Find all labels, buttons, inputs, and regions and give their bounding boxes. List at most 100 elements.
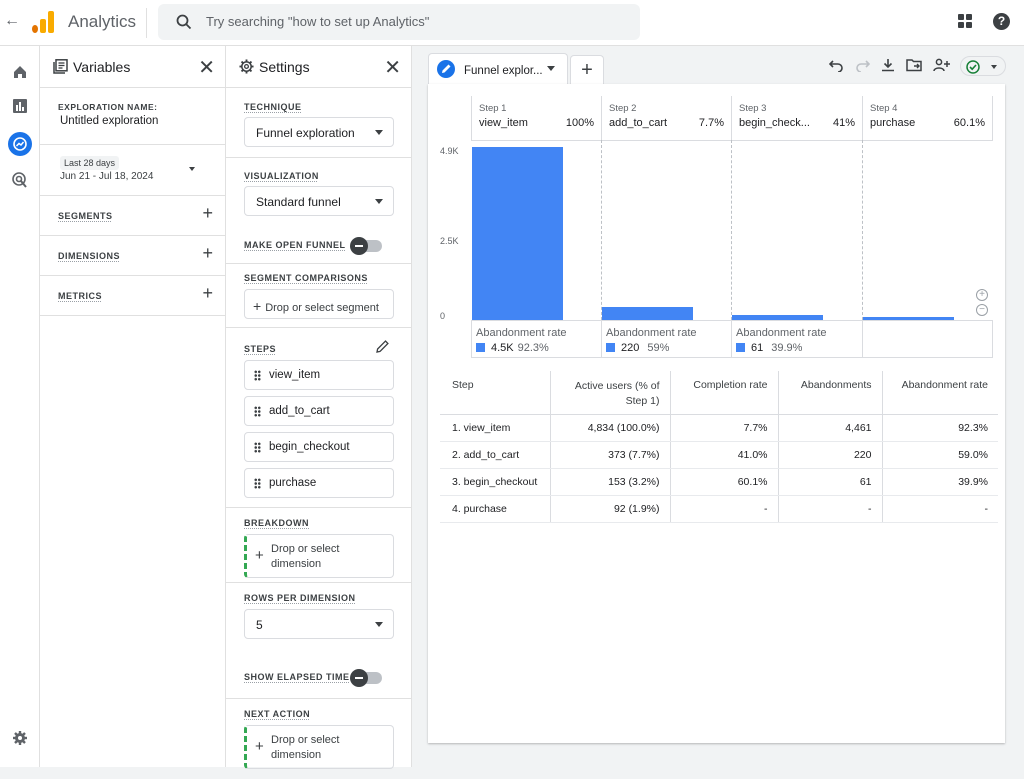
add-metric-icon[interactable]: + bbox=[202, 283, 213, 303]
abandonment-value[interactable]: 220 59% bbox=[606, 342, 669, 354]
elapsed-time-toggle[interactable] bbox=[350, 669, 382, 687]
zoom-in-icon[interactable]: + bbox=[976, 289, 988, 301]
chart-baseline bbox=[471, 320, 993, 321]
chevron-down-icon[interactable] bbox=[189, 167, 195, 171]
drop-dimension-box[interactable]: + Drop or select dimension bbox=[244, 725, 394, 769]
analytics-logo-icon[interactable] bbox=[32, 11, 54, 33]
search-input[interactable]: Try searching "how to set up Analytics" bbox=[158, 4, 640, 40]
step-chip[interactable]: purchase bbox=[244, 468, 394, 498]
column-header[interactable]: Active users (% of Step 1) bbox=[549, 371, 670, 415]
redo-icon[interactable] bbox=[856, 58, 871, 76]
chevron-down-icon[interactable] bbox=[547, 66, 555, 71]
add-segment-icon[interactable]: + bbox=[202, 203, 213, 223]
date-range-section[interactable]: Last 28 days Jun 21 - Jul 18, 2024 bbox=[40, 145, 225, 196]
drop-segment-box[interactable]: + Drop or select segment bbox=[244, 289, 394, 319]
next-action-label: NEXT ACTION bbox=[244, 709, 311, 719]
apps-grid-icon[interactable] bbox=[958, 14, 972, 28]
step-label: view_item bbox=[269, 369, 321, 381]
table-cell: 373 (7.7%) bbox=[549, 441, 670, 469]
drag-handle-icon[interactable] bbox=[254, 442, 261, 453]
add-dimension-icon[interactable]: + bbox=[202, 243, 213, 263]
drag-handle-icon[interactable] bbox=[254, 406, 261, 417]
variables-title: Variables bbox=[73, 59, 131, 75]
download-icon[interactable] bbox=[881, 58, 895, 76]
rows-per-dimension-dropdown[interactable]: 5 bbox=[244, 609, 394, 639]
column-header[interactable]: Abandonment rate bbox=[881, 371, 998, 415]
step-number: Step 3 bbox=[739, 103, 767, 114]
table-cell: 3. begin_checkout bbox=[440, 468, 550, 496]
settings-gear-icon[interactable] bbox=[8, 726, 32, 750]
edit-pencil-icon[interactable] bbox=[376, 340, 389, 358]
table-cell: 220 bbox=[777, 441, 882, 469]
table-row[interactable]: 4. purchase 92 (1.9%) - - - bbox=[440, 495, 998, 523]
advertising-icon[interactable] bbox=[8, 168, 32, 192]
funnel-bar[interactable] bbox=[472, 147, 563, 320]
plus-icon: + bbox=[255, 547, 264, 564]
step-name: view_item bbox=[479, 117, 528, 129]
close-icon[interactable]: ✕ bbox=[384, 57, 401, 79]
step-chip[interactable]: add_to_cart bbox=[244, 396, 394, 426]
back-arrow-icon[interactable]: ← bbox=[4, 12, 20, 29]
visualization-label: VISUALIZATION bbox=[244, 171, 319, 181]
help-icon[interactable]: ? bbox=[993, 13, 1010, 30]
table-cell: 4. purchase bbox=[440, 495, 550, 523]
column-header[interactable]: Abandonments bbox=[777, 371, 882, 415]
open-funnel-toggle[interactable] bbox=[350, 237, 382, 255]
drop-dimension-box[interactable]: + Drop or select dimension bbox=[244, 534, 394, 578]
status-menu[interactable] bbox=[960, 56, 1006, 76]
segments-label: SEGMENTS bbox=[58, 211, 113, 221]
explore-icon[interactable] bbox=[8, 132, 32, 156]
y-tick-label: 0 bbox=[440, 311, 446, 321]
column-divider bbox=[601, 140, 602, 320]
abandonment-percent: 39.9% bbox=[771, 342, 803, 354]
abandonment-value[interactable]: 4.5K 92.3% bbox=[476, 342, 549, 354]
step-label: begin_checkout bbox=[269, 441, 350, 453]
abandonment-value[interactable]: 61 39.9% bbox=[736, 342, 802, 354]
share-users-icon[interactable] bbox=[933, 58, 951, 76]
funnel-bar[interactable] bbox=[732, 315, 823, 320]
divider bbox=[146, 8, 147, 38]
steps-section: STEPS view_item add_to_cart begin_checko… bbox=[226, 328, 411, 508]
abandonment-count: 61 bbox=[751, 342, 764, 354]
table-cell: - bbox=[881, 495, 998, 523]
column-header[interactable]: Completion rate bbox=[669, 371, 778, 415]
close-icon[interactable]: ✕ bbox=[198, 57, 215, 79]
add-tab-button[interactable]: + bbox=[570, 55, 604, 85]
abandonment-row bbox=[471, 320, 993, 358]
table-row[interactable]: 2. add_to_cart 373 (7.7%) 41.0% 220 59.0… bbox=[440, 441, 998, 469]
step-chip[interactable]: view_item bbox=[244, 360, 394, 390]
column-divider bbox=[731, 320, 732, 358]
visualization-dropdown[interactable]: Standard funnel bbox=[244, 186, 394, 216]
table-cell: 60.1% bbox=[669, 468, 778, 496]
table-row[interactable]: 3. begin_checkout 153 (3.2%) 60.1% 61 39… bbox=[440, 468, 998, 496]
variables-icon bbox=[53, 59, 68, 79]
exploration-name-label: EXPLORATION NAME: bbox=[58, 102, 158, 112]
breakdown-section: BREAKDOWN + Drop or select dimension bbox=[226, 508, 411, 583]
tab-funnel-exploration[interactable]: Funnel explor... bbox=[428, 53, 568, 85]
technique-section: TECHNIQUE Funnel exploration bbox=[226, 88, 411, 158]
home-icon[interactable] bbox=[8, 60, 32, 84]
export-folder-icon[interactable] bbox=[906, 58, 923, 76]
abandonment-percent: 59% bbox=[647, 342, 670, 354]
exploration-name-field[interactable]: Untitled exploration bbox=[60, 115, 159, 127]
zoom-out-icon[interactable]: − bbox=[976, 304, 988, 316]
drag-handle-icon[interactable] bbox=[254, 370, 261, 381]
settings-header: Settings ✕ bbox=[226, 46, 411, 88]
technique-dropdown[interactable]: Funnel exploration bbox=[244, 117, 394, 147]
reports-icon[interactable] bbox=[8, 94, 32, 118]
undo-icon[interactable] bbox=[828, 58, 843, 76]
open-funnel-label: MAKE OPEN FUNNEL bbox=[244, 240, 346, 250]
funnel-table: Step Active users (% of Step 1) Completi… bbox=[440, 371, 998, 523]
rows-per-dimension-section: ROWS PER DIMENSION 5 bbox=[226, 583, 411, 649]
funnel-bar[interactable] bbox=[863, 317, 954, 320]
check-circle-icon bbox=[966, 60, 980, 74]
step-chip[interactable]: begin_checkout bbox=[244, 432, 394, 462]
abandonment-percent: 92.3% bbox=[517, 342, 549, 354]
drag-handle-icon[interactable] bbox=[254, 478, 261, 489]
column-header[interactable]: Step bbox=[440, 371, 550, 415]
metrics-section: METRICS + bbox=[40, 276, 225, 316]
drop-dimension-text: Drop or select dimension bbox=[271, 734, 340, 761]
funnel-bar[interactable] bbox=[602, 307, 693, 320]
table-row[interactable]: 1. view_item 4,834 (100.0%) 7.7% 4,461 9… bbox=[440, 414, 998, 442]
table-cell: 7.7% bbox=[669, 414, 778, 442]
